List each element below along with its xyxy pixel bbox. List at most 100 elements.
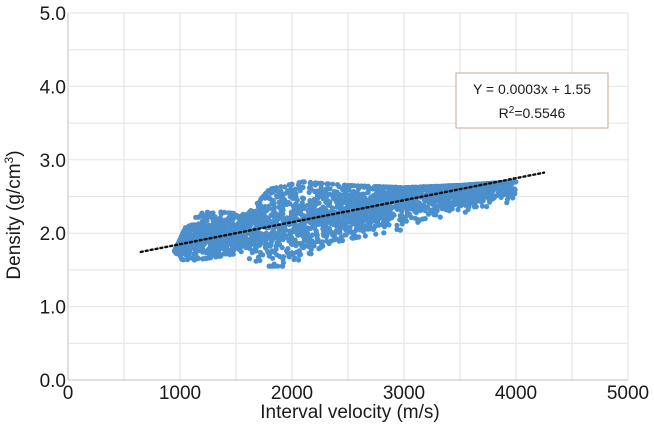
data-point: [268, 263, 274, 269]
data-point: [381, 224, 388, 230]
data-point: [299, 212, 305, 218]
data-point: [345, 214, 352, 220]
data-point: [325, 181, 331, 187]
data-point: [215, 217, 221, 223]
y-tick-label: 0.0: [40, 371, 66, 392]
data-point: [330, 181, 336, 187]
data-point: [290, 240, 296, 246]
x-tick-label: 3000: [383, 383, 425, 404]
data-point: [347, 193, 353, 199]
data-point: [246, 256, 252, 262]
data-point: [286, 254, 292, 260]
x-tick-label: 0: [63, 383, 74, 404]
data-point: [432, 208, 438, 214]
data-point: [362, 199, 368, 205]
y-axis-label-suffix: ): [4, 150, 25, 156]
data-point: [307, 179, 314, 185]
data-point: [221, 225, 227, 231]
data-point: [339, 237, 346, 244]
data-point: [270, 197, 276, 203]
data-point: [472, 202, 478, 208]
data-point: [339, 221, 345, 227]
data-point: [260, 252, 266, 258]
data-point: [226, 234, 232, 240]
data-point: [425, 188, 431, 194]
x-tick-label: 2000: [271, 383, 313, 404]
data-point: [232, 235, 238, 241]
data-point: [346, 203, 352, 209]
data-point: [187, 246, 193, 252]
data-point: [380, 198, 386, 204]
data-point: [229, 225, 235, 231]
data-point: [489, 186, 495, 192]
data-point: [234, 245, 240, 251]
data-point: [396, 192, 402, 198]
data-point: [306, 239, 312, 245]
data-point: [452, 191, 459, 197]
y-tick-labels: 0.0 1.0 2.0 3.0 4.0 5.0: [40, 4, 66, 392]
data-point: [314, 200, 320, 206]
data-point: [217, 227, 223, 233]
data-point: [478, 186, 484, 192]
data-point: [456, 197, 463, 203]
data-point: [292, 206, 298, 213]
data-point: [479, 203, 486, 209]
data-point: [297, 251, 304, 257]
data-point: [200, 249, 206, 255]
data-point: [280, 207, 286, 213]
data-point: [448, 183, 454, 189]
data-point: [261, 212, 267, 218]
data-point: [210, 242, 216, 248]
data-point: [279, 245, 285, 251]
data-point: [499, 190, 505, 196]
y-tick-label: 3.0: [40, 151, 66, 172]
data-point: [246, 225, 253, 231]
x-tick-label: 1000: [159, 383, 201, 404]
data-point: [382, 184, 388, 190]
data-point: [331, 196, 337, 202]
data-point: [477, 195, 483, 201]
data-point: [301, 179, 307, 185]
data-point: [355, 211, 361, 217]
data-point: [358, 221, 365, 227]
data-point: [343, 192, 349, 198]
data-point: [431, 188, 437, 194]
data-points: [171, 179, 519, 269]
data-point: [495, 185, 501, 191]
data-point: [251, 242, 257, 248]
trendline-annotation: Y = 0.0003x + 1.55 R2=0.5546: [455, 72, 609, 129]
trendline-equation: Y = 0.0003x + 1.55: [473, 81, 591, 97]
data-point: [425, 211, 432, 217]
data-point: [384, 207, 390, 213]
data-point: [194, 248, 200, 254]
data-point: [342, 182, 348, 188]
data-point: [249, 215, 255, 221]
annotation-box: [455, 72, 609, 129]
data-point: [260, 194, 266, 200]
data-point: [336, 183, 342, 190]
data-point: [290, 228, 297, 234]
data-point: [278, 184, 284, 190]
data-point: [193, 214, 199, 220]
data-point: [247, 209, 253, 215]
data-point: [353, 222, 359, 228]
data-point: [313, 218, 319, 225]
data-point: [292, 186, 298, 192]
data-point: [394, 222, 400, 228]
data-point: [374, 199, 380, 205]
data-point: [289, 250, 295, 256]
data-point: [394, 226, 400, 232]
data-point: [335, 202, 341, 208]
data-point: [280, 263, 286, 269]
data-point: [431, 212, 437, 218]
data-point: [377, 210, 383, 216]
data-point: [270, 227, 276, 233]
data-point: [286, 238, 292, 244]
data-point: [455, 207, 461, 213]
data-point: [411, 188, 417, 194]
data-point: [279, 196, 285, 202]
data-point: [282, 184, 288, 190]
data-point: [290, 193, 296, 199]
data-point: [511, 179, 517, 185]
data-point: [335, 229, 341, 235]
